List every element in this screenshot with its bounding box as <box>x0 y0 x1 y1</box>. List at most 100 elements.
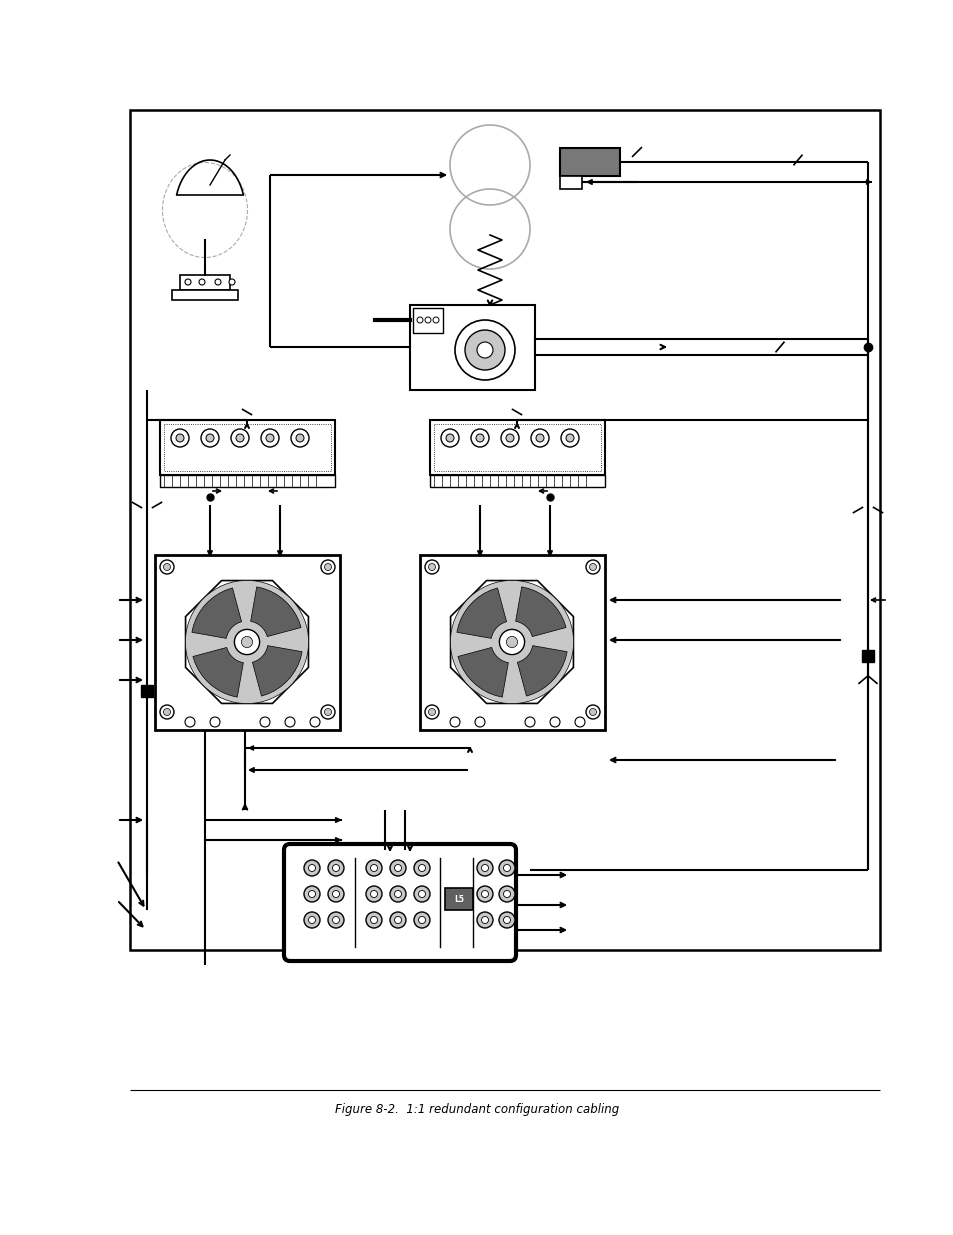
Bar <box>559 148 619 177</box>
Circle shape <box>160 705 173 719</box>
Circle shape <box>185 279 191 285</box>
Circle shape <box>324 563 331 571</box>
Text: Figure 8-2.  1:1 redundant configuration cabling: Figure 8-2. 1:1 redundant configuration … <box>335 1104 618 1116</box>
Circle shape <box>304 885 319 902</box>
Circle shape <box>440 429 458 447</box>
Circle shape <box>506 636 517 647</box>
Circle shape <box>589 709 596 715</box>
Circle shape <box>395 916 401 924</box>
Circle shape <box>231 429 249 447</box>
Polygon shape <box>253 646 302 697</box>
Circle shape <box>503 916 510 924</box>
Bar <box>160 420 335 475</box>
Circle shape <box>390 860 406 876</box>
Circle shape <box>524 718 535 727</box>
Circle shape <box>450 580 573 704</box>
Circle shape <box>446 433 454 442</box>
Circle shape <box>464 330 504 370</box>
Circle shape <box>414 885 430 902</box>
Bar <box>164 424 331 471</box>
Circle shape <box>471 429 489 447</box>
Polygon shape <box>186 580 308 704</box>
Circle shape <box>585 705 599 719</box>
Circle shape <box>476 433 483 442</box>
Circle shape <box>390 911 406 927</box>
Circle shape <box>199 279 205 285</box>
Circle shape <box>210 718 220 727</box>
Polygon shape <box>192 588 241 638</box>
Circle shape <box>503 864 510 872</box>
Circle shape <box>235 433 244 442</box>
Circle shape <box>536 433 543 442</box>
Circle shape <box>418 864 425 872</box>
Circle shape <box>498 911 515 927</box>
Circle shape <box>390 885 406 902</box>
Polygon shape <box>517 646 566 697</box>
Circle shape <box>214 279 221 285</box>
Bar <box>180 275 230 290</box>
Circle shape <box>450 718 459 727</box>
Bar <box>535 338 867 354</box>
Circle shape <box>320 705 335 719</box>
Circle shape <box>324 709 331 715</box>
Circle shape <box>328 885 344 902</box>
Polygon shape <box>450 580 573 704</box>
Circle shape <box>476 911 493 927</box>
Circle shape <box>550 718 559 727</box>
Circle shape <box>234 630 259 655</box>
Circle shape <box>428 563 435 571</box>
Circle shape <box>433 317 438 324</box>
Circle shape <box>414 911 430 927</box>
Circle shape <box>498 860 515 876</box>
Circle shape <box>229 279 234 285</box>
Circle shape <box>333 916 339 924</box>
Circle shape <box>328 911 344 927</box>
Circle shape <box>418 916 425 924</box>
Circle shape <box>481 864 488 872</box>
Circle shape <box>531 429 548 447</box>
Circle shape <box>163 709 171 715</box>
Circle shape <box>201 429 219 447</box>
Circle shape <box>481 890 488 898</box>
Circle shape <box>320 559 335 574</box>
Circle shape <box>285 718 294 727</box>
Circle shape <box>366 860 381 876</box>
Circle shape <box>370 916 377 924</box>
Circle shape <box>175 433 184 442</box>
Circle shape <box>266 433 274 442</box>
Circle shape <box>585 559 599 574</box>
Circle shape <box>308 864 315 872</box>
Circle shape <box>418 890 425 898</box>
Circle shape <box>455 320 515 380</box>
Circle shape <box>333 890 339 898</box>
Circle shape <box>163 563 171 571</box>
Circle shape <box>589 563 596 571</box>
Circle shape <box>476 342 493 358</box>
Polygon shape <box>193 647 243 697</box>
Bar <box>160 475 335 487</box>
Bar <box>430 475 604 487</box>
FancyBboxPatch shape <box>284 844 516 961</box>
Bar <box>141 685 152 697</box>
Bar <box>434 424 600 471</box>
Circle shape <box>500 429 518 447</box>
Bar <box>410 305 535 390</box>
Circle shape <box>185 580 308 704</box>
Circle shape <box>424 559 438 574</box>
Text: L5: L5 <box>454 895 463 904</box>
Circle shape <box>416 317 422 324</box>
Circle shape <box>304 911 319 927</box>
Bar <box>172 290 237 300</box>
Circle shape <box>395 864 401 872</box>
Circle shape <box>366 885 381 902</box>
Circle shape <box>171 429 189 447</box>
Circle shape <box>366 911 381 927</box>
Bar <box>862 650 873 662</box>
Circle shape <box>370 890 377 898</box>
Circle shape <box>185 718 194 727</box>
Bar <box>444 888 473 910</box>
Circle shape <box>498 885 515 902</box>
Circle shape <box>206 433 213 442</box>
Circle shape <box>565 433 574 442</box>
Circle shape <box>476 885 493 902</box>
